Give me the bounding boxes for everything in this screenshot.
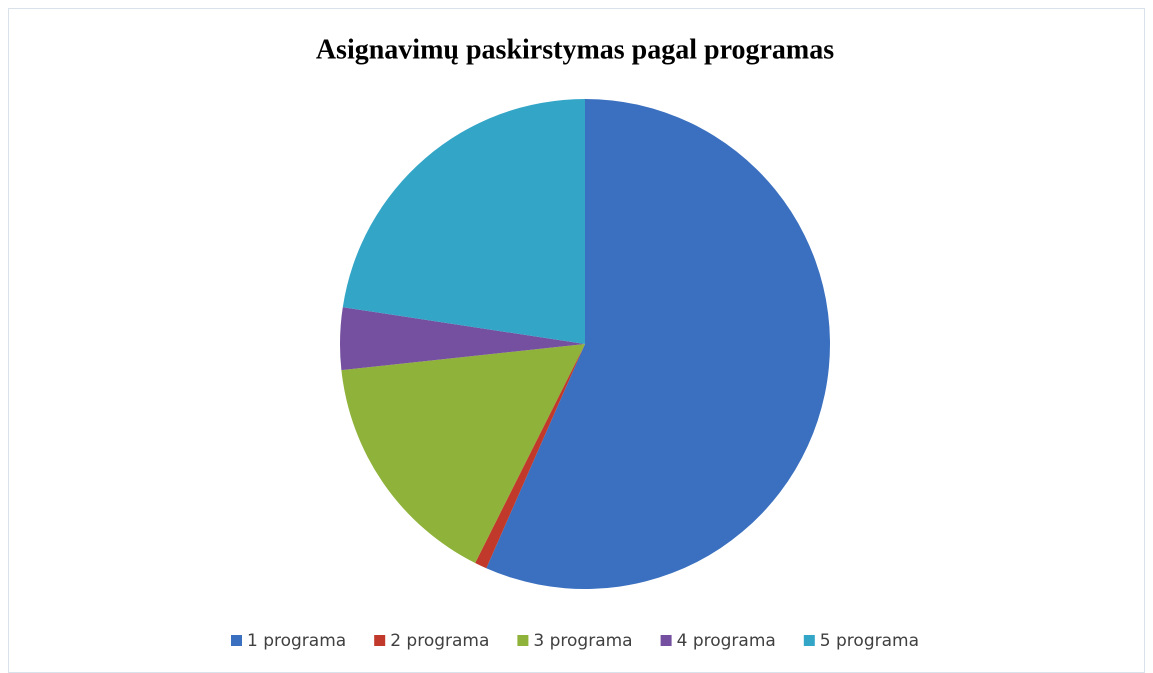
legend-label: 1 programa (247, 631, 346, 651)
pie-slice (475, 344, 585, 569)
chart-title: Asignavimų paskirstymas pagal programas (316, 34, 834, 65)
pie-slice (340, 307, 585, 371)
legend-swatch (517, 635, 529, 646)
pie-slice (342, 99, 585, 344)
legend-swatch (660, 635, 672, 646)
pie (340, 98, 831, 589)
legend: 1 programa 2 programa 3 programa 4 programa… (230, 631, 919, 651)
legend-swatch (230, 635, 242, 646)
legend-label: 2 programa (390, 631, 489, 651)
legend-label: 5 programa (820, 631, 919, 651)
pie-slice (486, 98, 831, 589)
legend-swatch (374, 635, 386, 646)
pie-slice (341, 344, 585, 563)
legend-label: 3 programa (533, 631, 632, 651)
legend-swatch (803, 635, 815, 646)
legend-label: 4 programa (677, 631, 776, 651)
